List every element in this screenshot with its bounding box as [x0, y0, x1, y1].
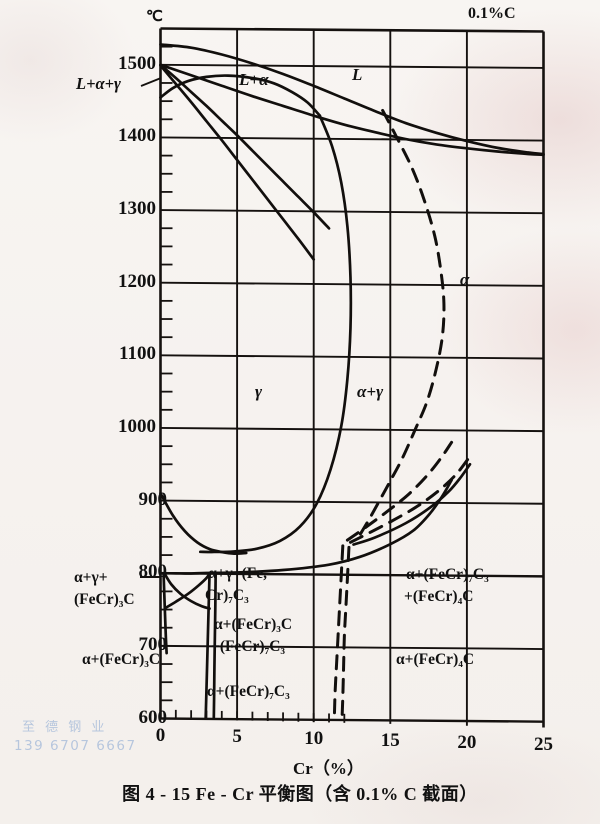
x-axis-tick-label: 25	[534, 733, 553, 755]
label-mid1-line2: Cr)₇C₃	[205, 587, 249, 604]
x-axis-tick-label: 10	[304, 728, 324, 750]
label-alpha-gamma: α+γ	[357, 382, 384, 401]
phase-boundary-gamma-loop-left	[159, 491, 248, 555]
x-axis-tick-label: 20	[457, 731, 477, 753]
label-left-upper-line1: α+γ+	[74, 569, 108, 586]
label-mid2-line2: +(FeCr)₇C₃	[211, 638, 286, 655]
phase-boundary-carbide-line-2	[348, 456, 470, 544]
label-L: L	[352, 65, 363, 84]
y-axis-tick-label: 1300	[118, 198, 156, 220]
y-axis-tick-label: 1500	[118, 52, 156, 74]
phase-boundary-left-solvus	[162, 571, 168, 655]
phase-boundary-left-cementite-wedge-a	[162, 571, 211, 610]
phase-boundary-eutectoid-A1	[159, 478, 453, 575]
y-axis-tick-label: 1100	[119, 343, 156, 365]
y-axis-tick-label: 700	[138, 633, 168, 655]
phase-boundary-right-vertical-dashed	[332, 544, 345, 718]
y-axis-tick-label: 1400	[118, 125, 156, 147]
label-right1-line1: α+(FeCr)₇C₃	[406, 566, 489, 583]
phase-boundary-gamma-loop-right	[198, 114, 353, 554]
x-axis-tick-label: 15	[380, 729, 400, 751]
y-axis-unit: ℃	[146, 9, 163, 25]
gridline-horizontal	[160, 354, 544, 360]
phase-boundary-gamma-loop-crest	[159, 74, 322, 118]
y-axis-tick-label: 1000	[118, 415, 156, 437]
y-axis-tick-label: 800	[138, 561, 168, 583]
phase-boundary-carbide-line-3	[345, 440, 454, 542]
gridline-horizontal	[160, 427, 544, 433]
phase-boundary-liquidus-upper	[159, 43, 545, 156]
label-right2: α+(FeCr)₄C	[396, 651, 475, 668]
leader-L-alpha-gamma	[140, 77, 162, 87]
phase-boundary-left-vertical-solid-2	[212, 572, 217, 719]
phase-boundary-left-vertical-solid	[204, 572, 211, 719]
label-right1-line2: +(FeCr)₄C	[404, 588, 474, 605]
x-axis-tick-label: 5	[232, 726, 242, 748]
label-alpha: α	[460, 270, 470, 289]
plot-border-top	[160, 27, 544, 33]
phase-boundary-alpha-boundary-dashed	[355, 108, 446, 542]
label-mid2-line1: α+(FeCr)₃C	[214, 616, 293, 633]
gridline-horizontal	[160, 499, 544, 505]
gridline-horizontal	[160, 644, 544, 650]
gridline-horizontal	[160, 136, 544, 142]
gridline-horizontal	[160, 209, 544, 215]
figure-caption: 图 4 - 15 Fe - Cr 平衡图（含 0.1% C 截面）	[122, 784, 478, 804]
phase-boundary-delta-gamma-upper	[159, 63, 331, 230]
curve-layer	[159, 43, 545, 721]
label-mid3: α+(FeCr)₇C₃	[207, 683, 290, 700]
corner-note-carbon: 0.1%C	[468, 5, 516, 22]
phase-boundary-right-vertical-dashed-2	[340, 545, 351, 721]
phase-boundary-solidus-L-alpha	[159, 63, 545, 157]
x-axis-tick-label: 0	[155, 724, 166, 746]
label-L-alpha: L+α	[239, 70, 269, 89]
label-mid1-line1: α+γ+(Fe,	[208, 565, 267, 582]
phase-boundary-left-cementite-wedge-b	[163, 572, 211, 610]
tick-layer	[140, 27, 346, 723]
gridline-horizontal	[160, 717, 544, 723]
label-gamma: γ	[255, 382, 263, 401]
y-axis-tick-label: 900	[138, 488, 168, 510]
y-axis-tick-label: 1200	[118, 270, 156, 292]
phase-boundary-carbide-line-1	[352, 462, 472, 546]
gridline-horizontal	[160, 63, 544, 69]
label-left-lower: α+(FeCr)₃C	[82, 651, 161, 668]
y-axis-tick-label: 600	[138, 706, 168, 728]
label-L-alpha-gamma: L+α+γ	[76, 74, 121, 93]
x-axis-title: Cr（%）	[293, 759, 364, 778]
label-left-upper-line2: (FeCr)₃C	[74, 591, 135, 608]
phase-boundary-delta-gamma-lower	[159, 64, 316, 261]
